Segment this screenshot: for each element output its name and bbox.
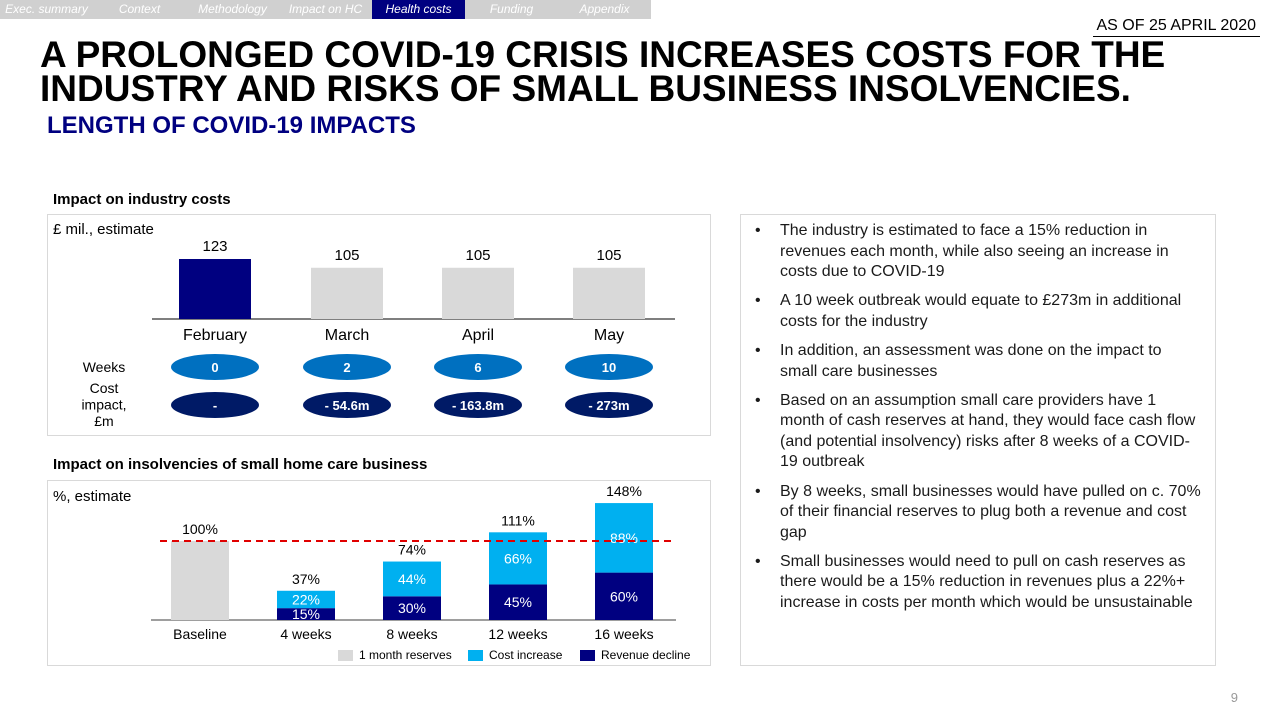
chart2-cost-label: 44% (398, 571, 426, 587)
chart1-category-label: May (594, 327, 624, 344)
chart2-bar-revenue-decline (383, 596, 441, 620)
chart2-revenue-label: 30% (398, 600, 426, 616)
bullet-item: A 10 week outbreak would equate to £273m… (751, 291, 1203, 332)
legend-swatch (338, 650, 353, 661)
nav-tab-health-costs[interactable]: Health costs (372, 0, 465, 19)
chart2-svg: 100% Baseline 15%22% 37% 4 weeks 30% 44% 74% 8 w… (151, 483, 691, 662)
bullet-item: By 8 weeks, small businesses would have … (751, 482, 1203, 544)
page-subtitle: LENGTH OF COVID-19 IMPACTS (47, 112, 416, 139)
chart1-title: Impact on industry costs (53, 191, 231, 208)
chart1-category-label: February (183, 327, 247, 344)
chart2-bar-cost-increase (277, 590, 335, 609)
chart1-value-label: 105 (465, 247, 490, 264)
key-findings-panel: The industry is estimated to face a 15% … (740, 214, 1216, 666)
bullet-item: Based on an assumption small care provid… (751, 391, 1203, 473)
chart1-bar-march (311, 267, 383, 319)
legend-swatch (580, 650, 595, 661)
chart1-category-label: April (462, 327, 494, 344)
cost-impact-row-label: £m (94, 413, 113, 429)
chart2-total-label: 74% (398, 542, 426, 558)
cost-impact-value: - 273m (588, 398, 629, 413)
cost-impact-value: - 163.8m (452, 398, 504, 413)
weeks-value: 2 (343, 360, 350, 375)
bullet-item: The industry is estimated to face a 15% … (751, 221, 1203, 283)
chart1-svg: 123 February 0 - 105 March 2 - 54.6m 105 April 6 - … (81, 238, 675, 429)
chart2-category-label: 12 weeks (488, 626, 547, 642)
nav-tab-impact-on-hc[interactable]: Impact on HC (279, 0, 372, 19)
chart2-revenue-label: 60% (610, 588, 638, 604)
weeks-row-label: Weeks (83, 359, 126, 375)
nav-tab-funding[interactable]: Funding (465, 0, 558, 19)
page-title: A PROLONGED COVID-19 CRISIS INCREASES CO… (40, 34, 1166, 109)
page-number: 9 (1230, 690, 1238, 705)
chart2-bar-reserves (171, 541, 229, 620)
chart2-bar-revenue-decline (489, 584, 547, 620)
chart2-total-label: 111% (501, 512, 535, 528)
nav-tab-appendix[interactable]: Appendix (558, 0, 651, 19)
weeks-oval (434, 354, 522, 380)
chart1-category-label: March (325, 327, 369, 344)
chart2-total-label: 37% (292, 571, 320, 587)
weeks-oval (565, 354, 653, 380)
weeks-value: 6 (474, 360, 481, 375)
cost-impact-oval (434, 392, 522, 418)
chart1-value-label: 105 (334, 247, 359, 264)
chart1-panel: £ mil., estimate 123 February 0 - 105 March 2 -… (47, 214, 711, 436)
bullet-item: In addition, an assessment was done on t… (751, 341, 1203, 382)
bullet-item: Small businesses would need to pull on c… (751, 552, 1203, 614)
legend-label: 1 month reserves (359, 648, 452, 662)
chart2-bar-cost-increase (595, 503, 653, 573)
chart1-value-label: 105 (596, 247, 621, 264)
chart1-bar-february (179, 259, 251, 319)
chart2-bar-revenue-decline (595, 572, 653, 620)
cost-impact-oval (303, 392, 391, 418)
chart2-revenue-label: 45% (504, 594, 532, 610)
weeks-value: 10 (602, 360, 616, 375)
as-of-date: AS OF 25 APRIL 2020 (1092, 14, 1260, 37)
chart2-cost-label: 88% (610, 530, 638, 546)
chart2-category-label: 4 weeks (280, 626, 331, 642)
nav-tab-methodology[interactable]: Methodology (186, 0, 279, 19)
legend-label: Cost increase (489, 648, 563, 662)
chart2-revenue-label: 15% (292, 606, 320, 622)
chart2-unit: %, estimate (53, 488, 132, 505)
chart1-bar-may (573, 267, 645, 319)
cost-impact-value: - (213, 398, 217, 413)
chart2-cost-label: 66% (504, 550, 532, 566)
cost-impact-oval (171, 392, 259, 418)
chart2-bar-cost-increase (383, 561, 441, 597)
chart2-total-label: 148% (606, 483, 642, 499)
legend-label: Revenue decline (601, 648, 691, 662)
cost-impact-row-label: Cost (90, 380, 119, 396)
section-nav: Exec. summary Context Methodology Impact on… (0, 0, 651, 19)
weeks-oval (303, 354, 391, 380)
chart2-category-label: 8 weeks (386, 626, 437, 642)
chart2-total-label: 100% (182, 521, 218, 537)
chart1-value-label: 123 (202, 238, 227, 255)
chart1-unit: £ mil., estimate (53, 221, 154, 238)
chart2-panel: %, estimate 100% Baseline 15% 22% 37% 4 weeks… (47, 480, 711, 666)
legend-swatch (468, 650, 483, 661)
cost-impact-row-label: impact, (81, 397, 126, 413)
chart2-category-label: Baseline (173, 626, 227, 642)
weeks-value: 0 (211, 360, 218, 375)
nav-tab-exec-summary[interactable]: Exec. summary (0, 0, 93, 19)
weeks-oval (171, 354, 259, 380)
chart2-title: Impact on insolvencies of small home car… (53, 456, 428, 473)
chart2-cost-label: 22% (292, 591, 320, 607)
chart1-bar-april (442, 267, 514, 319)
key-findings-list: The industry is estimated to face a 15% … (751, 221, 1203, 614)
chart2-bar-revenue-decline (277, 608, 335, 620)
nav-tab-context[interactable]: Context (93, 0, 186, 19)
cost-impact-oval (565, 392, 653, 418)
cost-impact-value: - 54.6m (325, 398, 370, 413)
chart2-category-label: 16 weeks (594, 626, 653, 642)
